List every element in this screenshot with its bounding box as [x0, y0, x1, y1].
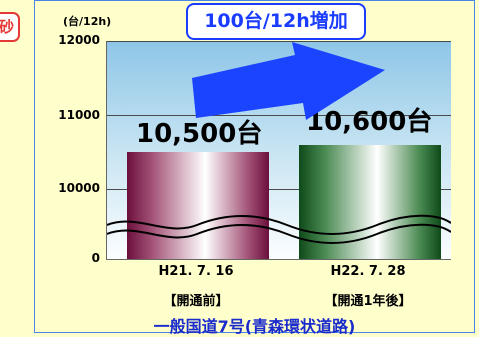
- y-tick-label: 12000: [58, 33, 100, 47]
- gridline: [107, 189, 451, 190]
- y-tick-label: 10000: [58, 181, 100, 195]
- plot-area: [106, 41, 451, 260]
- y-axis-unit-label: (台/12h): [63, 15, 112, 28]
- x-tick-label: H22. 7. 28: [330, 264, 406, 279]
- x-category-note: 【開通1年後】: [324, 294, 412, 309]
- bar-h21: [127, 152, 269, 259]
- axis-break-line: [107, 223, 451, 244]
- x-tick-label: H21. 7. 16: [158, 264, 234, 279]
- bar-h22: [299, 144, 441, 259]
- gridline: [107, 41, 451, 42]
- x-category-note: 【開通前】: [163, 294, 229, 309]
- chart-subtitle: 一般国道7号(青森環状道路): [153, 317, 356, 336]
- bar-value-label: 10,500台: [136, 119, 263, 149]
- bar-value-label: 10,600台: [306, 107, 433, 137]
- y-tick-label: 11000: [58, 108, 100, 122]
- y-tick-label: 0: [91, 251, 100, 265]
- increase-callout: 100台/12h増加: [186, 3, 366, 40]
- axis-break-marks: [107, 214, 451, 244]
- axis-break-line: [107, 214, 451, 235]
- section-badge: 砂: [0, 12, 20, 42]
